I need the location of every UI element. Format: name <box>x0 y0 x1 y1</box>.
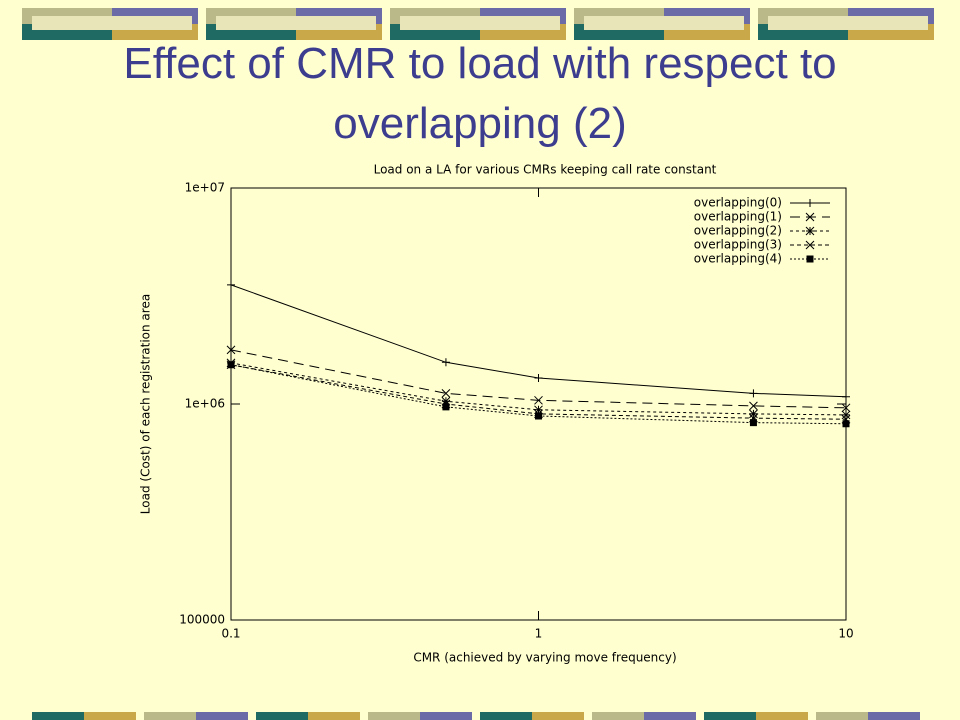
legend-marker <box>806 199 814 207</box>
marker <box>227 361 235 369</box>
x-tick-label: 1 <box>535 627 543 641</box>
x-tick-label: 0.1 <box>221 627 240 641</box>
marker <box>227 280 235 289</box>
marker <box>842 420 850 428</box>
marker <box>441 358 450 367</box>
marker <box>749 419 757 427</box>
marker <box>442 403 450 411</box>
legend-label: overlapping(0) <box>694 196 782 210</box>
x-tick-label: 10 <box>838 627 853 641</box>
y-tick-label: 1e+06 <box>185 397 225 411</box>
legend-label: overlapping(2) <box>694 224 782 238</box>
marker <box>841 410 851 420</box>
marker <box>749 401 758 411</box>
legend-marker <box>805 212 815 222</box>
y-tick-label: 1e+07 <box>185 181 225 195</box>
legend-label: overlapping(4) <box>694 252 782 266</box>
marker <box>749 389 758 398</box>
marker <box>441 389 451 398</box>
legend-marker <box>806 255 814 263</box>
marker <box>226 345 236 355</box>
legend-label: overlapping(1) <box>694 210 782 224</box>
y-axis-label: Load (Cost) of each registration area <box>139 294 153 514</box>
marker <box>749 409 758 419</box>
marker <box>534 373 543 382</box>
top-decoration <box>22 8 934 40</box>
marker <box>534 405 543 415</box>
marker <box>841 403 851 413</box>
marker <box>534 395 543 405</box>
series-line <box>230 362 847 416</box>
x-axis-label: CMR (achieved by varying move frequency) <box>413 651 676 665</box>
legend-label: overlapping(3) <box>694 238 782 252</box>
slide-title: Effect of CMR to load with respect to ov… <box>123 39 837 148</box>
bottom-decoration <box>32 712 920 720</box>
marker <box>535 412 542 420</box>
legend-marker <box>805 226 815 236</box>
marker <box>842 392 850 401</box>
chart-title: Load on a LA for various CMRs keeping ca… <box>374 163 717 177</box>
y-tick-label: 100000 <box>179 613 225 627</box>
legend-marker <box>805 240 815 250</box>
marker <box>441 396 451 406</box>
